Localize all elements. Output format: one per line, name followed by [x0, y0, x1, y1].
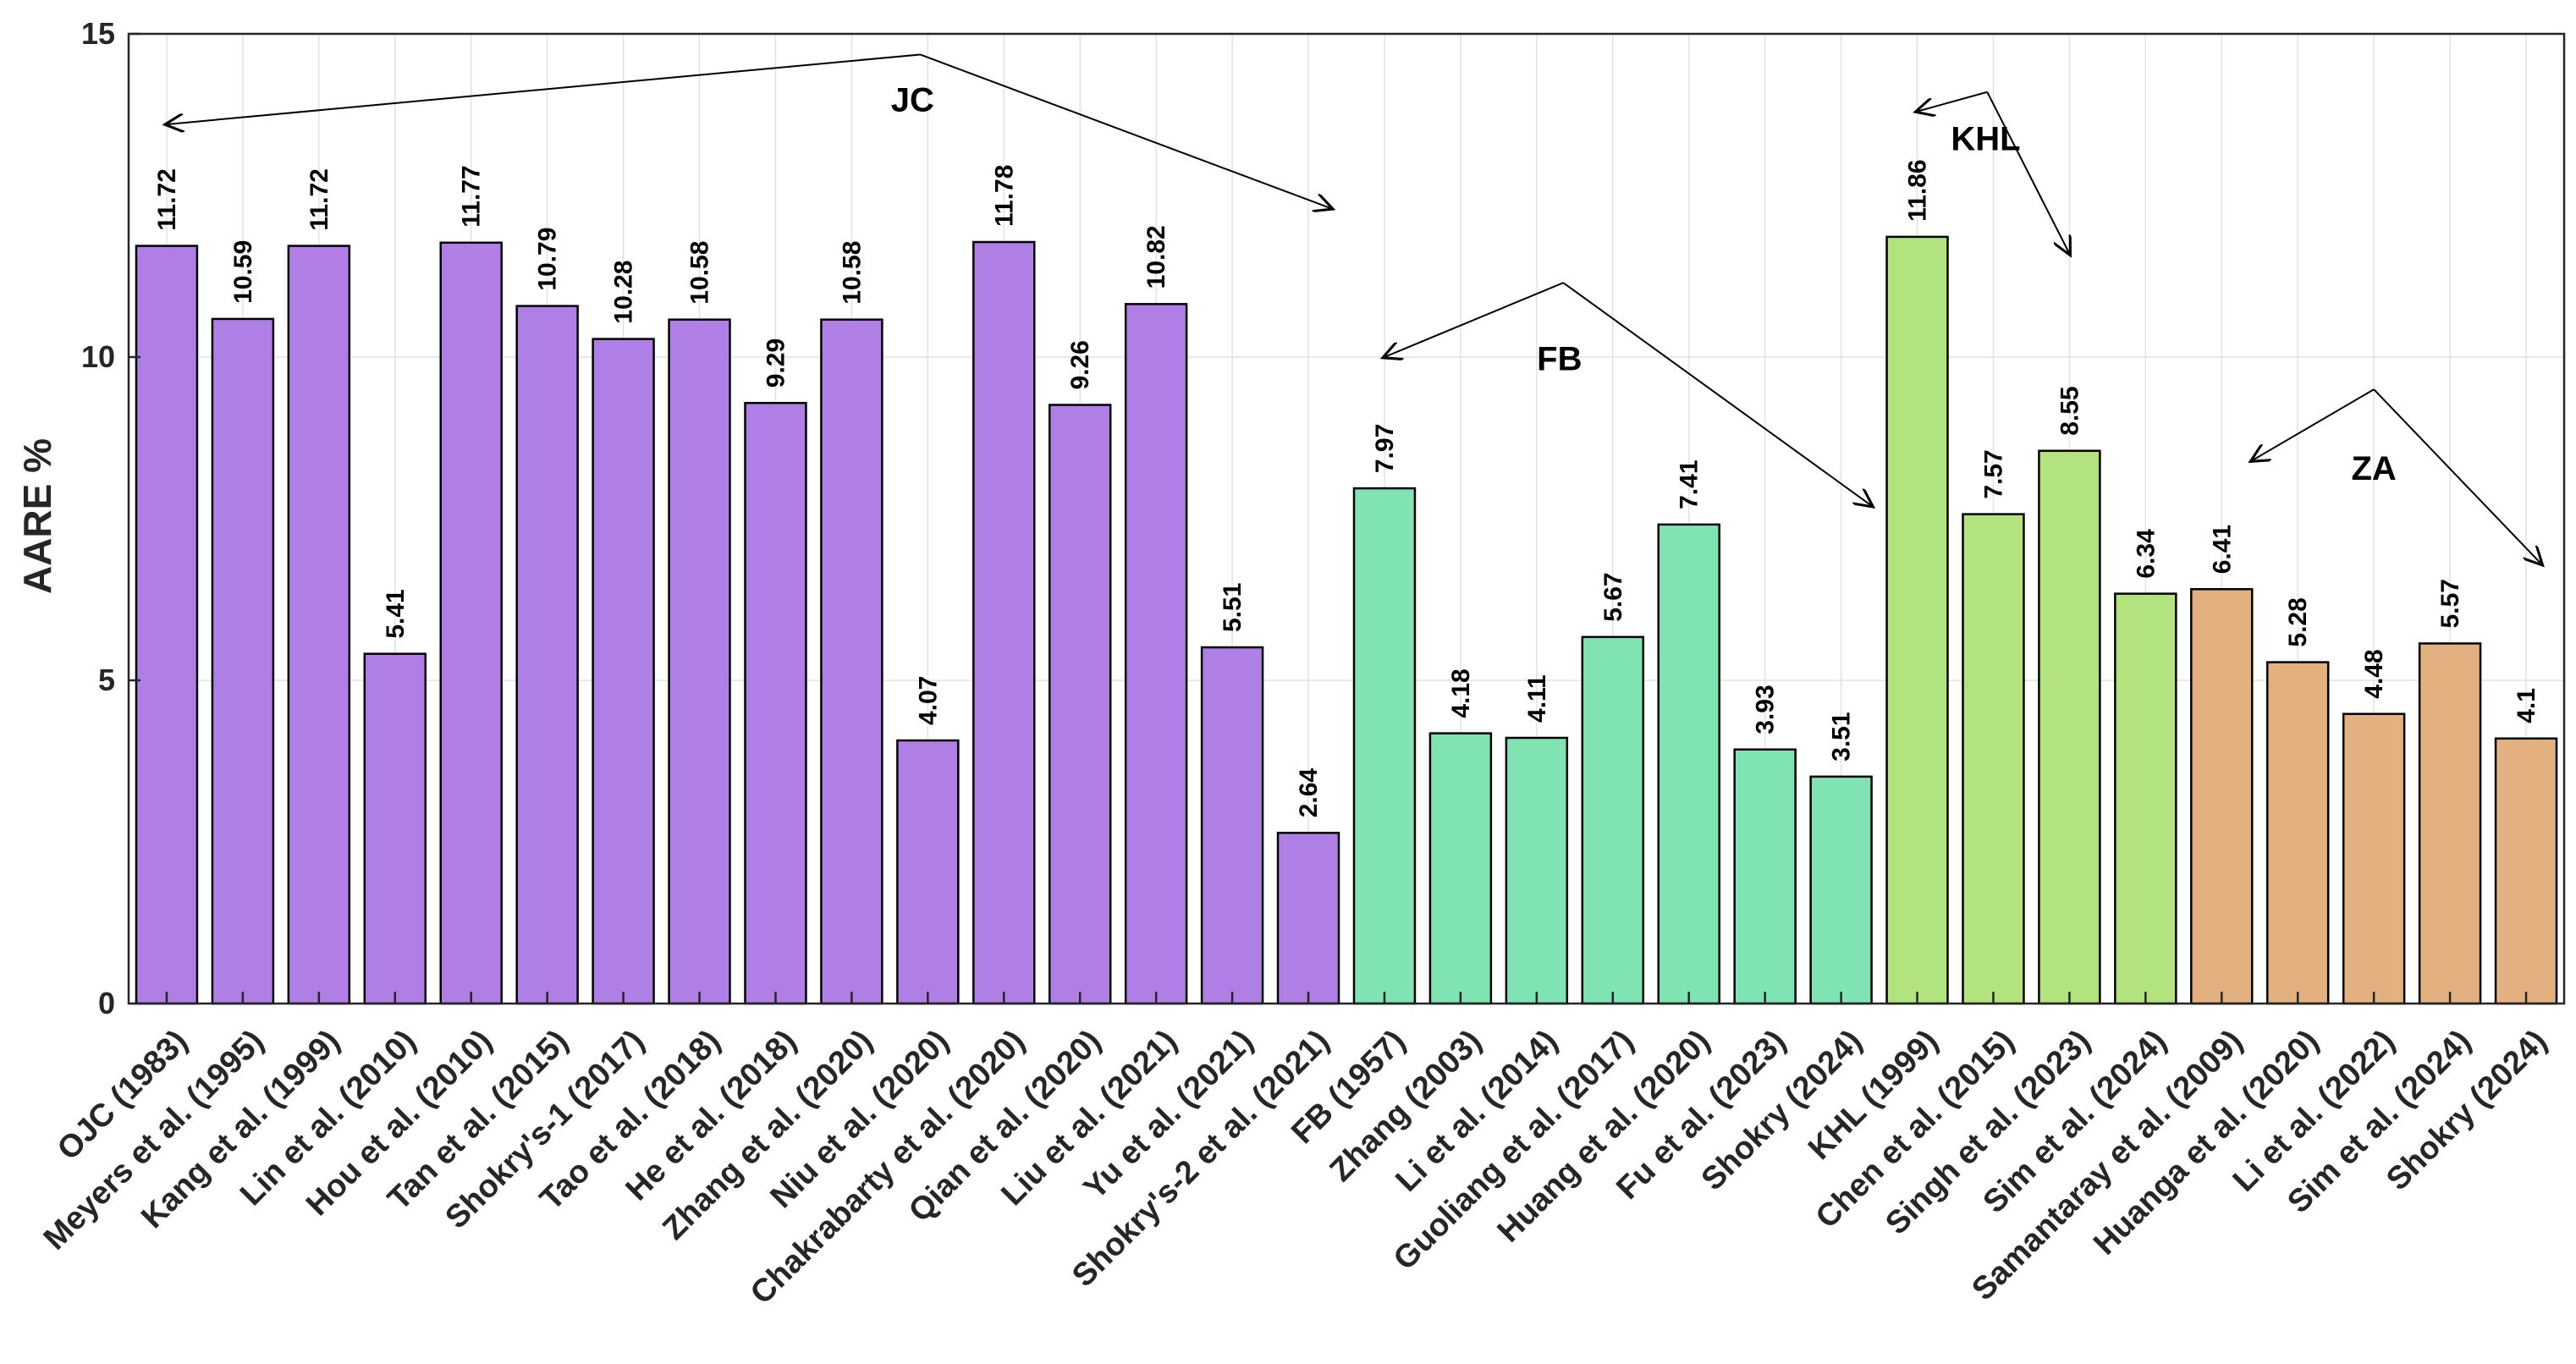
- bar: [439, 241, 503, 1005]
- bar: [820, 318, 883, 1005]
- x-tick-labels: OJC (1983)Meyers et al. (1995)Kang et al…: [37, 1023, 2554, 1311]
- bar-value-label: 5.67: [1599, 572, 1627, 621]
- bar-value-label: 5.51: [1219, 583, 1247, 632]
- bar: [2190, 588, 2254, 1005]
- group-label: FB: [1537, 340, 1582, 377]
- bar: [972, 240, 1036, 1005]
- annotation-arrow: [1384, 282, 1564, 357]
- bar-value-label: 10.79: [534, 228, 562, 291]
- bar-value-label: 3.51: [1828, 712, 1856, 761]
- bar-value-label: 7.41: [1676, 459, 1704, 509]
- bar: [1733, 748, 1797, 1005]
- bar: [1048, 404, 1112, 1005]
- bar: [592, 338, 655, 1005]
- y-axis-label: AARE %: [15, 438, 59, 594]
- bar-value-label: 7.57: [1979, 449, 2007, 498]
- group-annotation-arrows: JC FB KHL ZA: [167, 53, 2541, 564]
- bar: [211, 317, 275, 1005]
- bar-value-label: 11.77: [458, 165, 486, 227]
- bar: [1657, 523, 1720, 1005]
- bar-value-label: 6.34: [2132, 529, 2160, 579]
- y-tick-label: 5: [98, 663, 115, 697]
- bar-value-label: 4.48: [2360, 649, 2388, 698]
- bar-value-label: 10.82: [1142, 225, 1170, 289]
- bar: [2038, 449, 2101, 1005]
- bar: [2494, 737, 2558, 1005]
- bar-value-label: 4.11: [1523, 674, 1551, 723]
- bar-value-label: 10.59: [229, 240, 257, 304]
- bar: [1885, 235, 1949, 1005]
- annotation-arrow: [2373, 388, 2541, 564]
- bar-value-label: 9.29: [762, 338, 790, 388]
- bar: [1428, 732, 1493, 1005]
- bar-value-label: 10.28: [610, 261, 638, 324]
- annotation-arrow: [1986, 91, 2069, 254]
- axes-frame: [127, 32, 2566, 1005]
- y-tick-labels: 0 5 10 15: [81, 16, 115, 1020]
- bars-layer: [135, 235, 2558, 1005]
- bar-value-label: 4.07: [914, 676, 942, 725]
- bar: [1200, 646, 1264, 1005]
- bar-value-label: 11.72: [153, 168, 181, 230]
- bar: [1809, 775, 1873, 1005]
- bar: [1276, 832, 1340, 1005]
- bar-value-label: 4.1: [2513, 688, 2540, 723]
- bar: [744, 401, 807, 1005]
- bar-value-label: 9.26: [1066, 340, 1094, 389]
- plot-frame: [127, 32, 2566, 1005]
- bar-value-label: 6.41: [2208, 525, 2236, 574]
- bar-value-label: 11.72: [305, 168, 333, 230]
- annotation-arrow: [919, 53, 1331, 208]
- bar: [1581, 635, 1645, 1005]
- bar: [2265, 661, 2330, 1005]
- bar-value-label: 7.97: [1371, 424, 1399, 473]
- group-label: KHL: [1951, 121, 2020, 158]
- bar: [668, 318, 731, 1005]
- bar-value-labels: 11.72 10.59 11.72 5.41 11.77 10.79 10.28 10.58 9…: [153, 159, 2540, 817]
- bar: [135, 245, 199, 1005]
- bar-value-label: 5.57: [2436, 579, 2464, 628]
- bar-value-label: 2.64: [1295, 768, 1323, 818]
- bar: [515, 305, 579, 1005]
- bar-value-label: 4.18: [1447, 668, 1475, 718]
- bar-value-label: 5.41: [382, 589, 410, 638]
- y-tick-label: 10: [81, 339, 115, 374]
- bar: [287, 245, 351, 1005]
- bar-value-label: 11.78: [990, 165, 1018, 227]
- bar-value-label: 8.55: [2056, 386, 2083, 435]
- bar: [2418, 642, 2482, 1005]
- bar: [1352, 487, 1417, 1005]
- y-tick-label: 0: [98, 986, 115, 1020]
- bar-value-label: 3.93: [1752, 685, 1780, 734]
- annotation-arrow: [1918, 91, 1988, 112]
- bar: [2342, 712, 2406, 1005]
- y-tick-label: 15: [81, 16, 115, 51]
- bar-value-label: 5.28: [2284, 597, 2312, 646]
- annotation-arrow: [2252, 388, 2375, 460]
- bar: [1962, 513, 2025, 1005]
- bar-value-label: 10.58: [686, 241, 714, 305]
- bar: [896, 739, 960, 1005]
- annotation-arrow: [167, 53, 921, 124]
- group-label: ZA: [2351, 450, 2396, 487]
- bar: [1124, 303, 1188, 1005]
- bar: [363, 652, 427, 1005]
- bar: [2114, 592, 2177, 1005]
- bar-value-label: 11.86: [1904, 159, 1932, 221]
- bar: [1505, 736, 1569, 1005]
- annotation-arrow: [1562, 282, 1871, 506]
- group-label: JC: [891, 82, 934, 119]
- bar-value-label: 10.58: [838, 241, 866, 305]
